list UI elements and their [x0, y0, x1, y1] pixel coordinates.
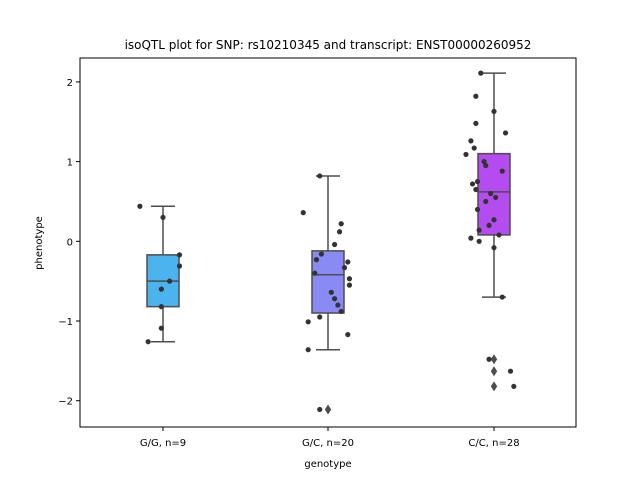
- data-point: [486, 222, 492, 228]
- data-point: [158, 286, 164, 292]
- data-point: [176, 263, 183, 269]
- y-tick-label: 1: [67, 158, 73, 169]
- x-tick-label: G/C, n=20: [302, 438, 354, 449]
- y-axis-title: phenotype: [34, 216, 45, 270]
- data-point: [346, 282, 353, 288]
- outlier-marker: [490, 366, 498, 377]
- data-point: [474, 178, 481, 185]
- data-point: [318, 251, 324, 257]
- data-point: [471, 145, 477, 151]
- data-point: [483, 198, 489, 205]
- chart-title: isoQTL plot for SNP: rs10210345 and tran…: [125, 38, 532, 52]
- data-point: [145, 339, 151, 345]
- data-point: [338, 308, 344, 315]
- iqr-box: [477, 152, 511, 236]
- data-point: [336, 229, 343, 235]
- data-point: [332, 241, 338, 248]
- data-point: [499, 294, 505, 300]
- data-point: [313, 257, 320, 263]
- data-point: [317, 314, 323, 320]
- data-point: [476, 227, 482, 233]
- data-point: [317, 173, 323, 179]
- data-point: [312, 270, 318, 276]
- data-point: [481, 159, 487, 165]
- x-tick-label: G/G, n=9: [140, 438, 186, 449]
- data-point: [511, 383, 517, 389]
- box-group: [463, 70, 517, 392]
- data-point: [338, 221, 344, 227]
- data-point: [507, 368, 514, 374]
- x-tick-label: C/C, n=28: [468, 438, 519, 449]
- x-axis: G/G, n=9 G/C, n=20 C/C, n=28: [140, 427, 520, 449]
- data-point: [491, 108, 497, 114]
- data-point: [486, 356, 492, 362]
- data-point: [474, 206, 481, 213]
- outlier-marker: [490, 381, 498, 392]
- plot-area: [137, 70, 517, 415]
- data-point: [167, 278, 173, 284]
- y-axis: −2 −1 0 1 2: [58, 78, 80, 408]
- data-point: [317, 406, 323, 413]
- data-point: [499, 168, 505, 174]
- data-point: [488, 190, 494, 197]
- outlier-marker: [490, 354, 498, 365]
- data-point: [137, 203, 143, 209]
- data-point: [491, 245, 497, 251]
- data-point: [346, 276, 353, 282]
- outlier-marker: [324, 404, 332, 415]
- y-tick-label: −2: [58, 397, 73, 408]
- data-point: [305, 319, 311, 325]
- data-point: [473, 93, 479, 99]
- data-point: [491, 217, 497, 223]
- data-point: [158, 304, 164, 310]
- data-point: [463, 151, 469, 158]
- y-tick-label: 0: [67, 237, 73, 248]
- data-point: [468, 235, 474, 241]
- box-group: [300, 173, 353, 415]
- data-point: [483, 162, 489, 169]
- data-point: [305, 347, 311, 353]
- data-point: [496, 232, 502, 238]
- y-tick-label: 2: [67, 78, 73, 89]
- data-point: [345, 331, 351, 338]
- data-point: [478, 70, 484, 76]
- data-point: [502, 130, 509, 136]
- data-point: [476, 238, 482, 244]
- data-point: [176, 252, 183, 258]
- data-point: [160, 214, 166, 220]
- data-point: [328, 289, 334, 295]
- box-group: [137, 203, 183, 345]
- y-tick-label: −1: [58, 317, 73, 328]
- data-point: [332, 296, 338, 302]
- x-axis-title: genotype: [304, 459, 351, 470]
- data-point: [469, 181, 476, 187]
- data-point: [341, 265, 348, 271]
- data-point: [158, 325, 164, 331]
- data-point: [300, 210, 306, 216]
- data-point: [473, 120, 479, 126]
- data-point: [468, 138, 474, 144]
- data-point: [473, 186, 479, 193]
- data-point: [335, 302, 341, 308]
- data-point: [345, 259, 351, 265]
- data-point: [493, 194, 499, 201]
